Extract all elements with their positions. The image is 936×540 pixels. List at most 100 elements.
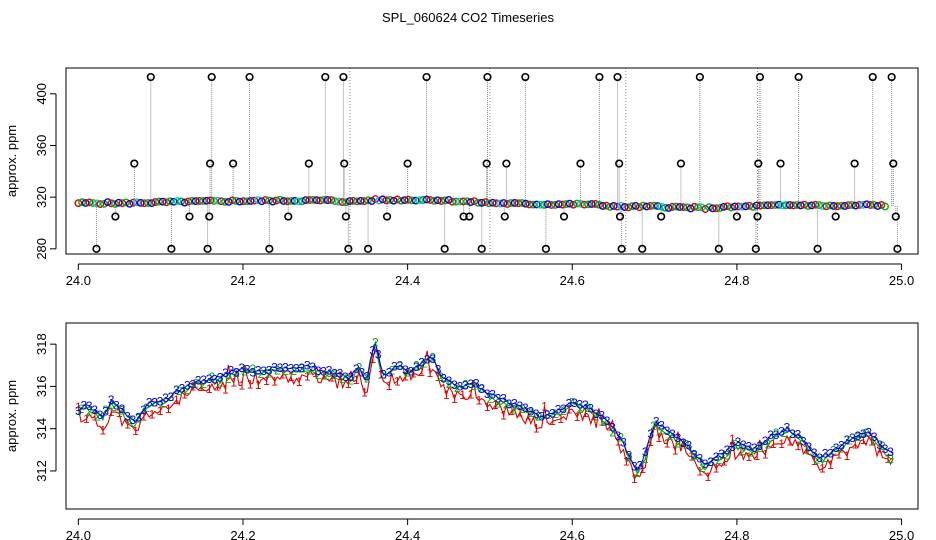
outlier-point	[364, 244, 373, 253]
series-2-marker: 2	[299, 362, 306, 376]
series-3-marker: 3	[805, 440, 812, 454]
outlier-point	[887, 72, 896, 82]
series-3-marker: 3	[184, 379, 191, 393]
series-2-marker: 2	[585, 401, 592, 415]
series-3-marker: 3	[560, 402, 567, 416]
series-1-marker: 1	[778, 437, 785, 451]
series-3-marker: 3	[440, 371, 447, 385]
series-1-marker: 1	[623, 454, 630, 468]
outlier-point	[868, 72, 877, 82]
top-x-tick-label: 25.0	[889, 273, 914, 288]
series-3-marker: 3	[380, 367, 387, 381]
baseline-point	[859, 200, 867, 209]
series-3-marker: 3	[424, 352, 431, 366]
series-2-marker: 2	[102, 403, 109, 417]
series-3-marker: 3	[369, 343, 376, 357]
series-1-marker: 1	[819, 462, 826, 476]
baseline-point	[870, 201, 878, 209]
series-3-marker: 3	[282, 361, 289, 375]
series-3-marker: 3	[549, 407, 556, 421]
series-3-marker: 3	[653, 415, 660, 429]
outlier-point	[459, 212, 468, 221]
baseline-point	[716, 204, 724, 212]
series-2-marker: 2	[863, 426, 870, 440]
outlier-point	[794, 72, 803, 82]
series-2-marker: 2	[855, 430, 862, 444]
series-2-marker: 2	[339, 372, 346, 386]
baseline-point	[74, 199, 83, 208]
series-2-marker: 2	[740, 444, 747, 458]
baseline-point	[529, 200, 537, 209]
series-1-marker: 1	[541, 400, 548, 414]
baseline-point	[111, 200, 119, 208]
series-3-marker: 3	[544, 408, 551, 422]
series-3-marker: 3	[408, 364, 415, 378]
baseline-point	[587, 200, 596, 208]
baseline-point	[173, 197, 182, 205]
series-1-marker: 1	[713, 461, 720, 475]
baseline-point	[430, 196, 438, 205]
series-2-marker: 2	[274, 363, 281, 377]
baseline-point	[441, 196, 449, 205]
series-1-marker: 1	[230, 376, 237, 390]
baseline-point	[595, 200, 603, 209]
series-2-marker: 2	[666, 429, 673, 443]
baseline-point	[815, 201, 823, 210]
baseline-point	[694, 203, 702, 212]
baseline-point	[463, 197, 471, 206]
series-3-marker: 3	[168, 390, 175, 404]
series-2-marker: 2	[495, 396, 502, 410]
series-3-marker: 3	[97, 408, 104, 422]
series-2-marker: 2	[846, 434, 853, 448]
baseline-point	[437, 197, 446, 205]
series-2-marker: 2	[822, 451, 829, 465]
series-3-marker: 3	[702, 457, 709, 471]
series-2-marker: 2	[470, 379, 477, 393]
series-1-marker: 1	[337, 369, 344, 383]
series-1-marker: 1	[688, 449, 695, 463]
top-y-tick-label: 280	[34, 238, 49, 260]
series-2-marker: 2	[290, 364, 297, 378]
series-3-marker: 3	[615, 429, 622, 443]
baseline-point	[730, 202, 739, 211]
series-3-marker: 3	[124, 410, 131, 424]
series-3-marker: 3	[811, 446, 818, 460]
series-2-marker: 2	[348, 374, 355, 388]
series-3-marker: 3	[478, 382, 485, 396]
baseline-point	[496, 199, 504, 208]
series-1-marker: 1	[443, 388, 450, 402]
baseline-point	[393, 195, 402, 204]
baseline-point	[386, 195, 394, 204]
baseline-point	[305, 196, 314, 204]
baseline-point	[774, 200, 783, 209]
top-x-axis: 24.0 24.2 24.4 24.6 24.8 25.0	[66, 263, 914, 288]
series-3-marker: 3	[386, 366, 393, 380]
baseline-point	[565, 199, 574, 208]
series-2-marker: 2	[217, 376, 224, 390]
series-3-marker: 3	[871, 430, 878, 444]
bottom-y-axis: 312 314 316 318	[34, 333, 57, 482]
baseline-point	[419, 196, 427, 204]
baseline-point	[202, 196, 211, 205]
outlier-point	[732, 212, 741, 221]
series-1-marker: 1	[427, 366, 434, 380]
baseline-point	[851, 201, 860, 210]
outlier-point	[167, 244, 176, 253]
baseline-point	[301, 196, 310, 205]
baseline-point	[294, 197, 303, 206]
outlier-point	[850, 159, 859, 168]
series-3-marker: 3	[887, 445, 894, 459]
chart-title: SPL_060624 CO2 Timeseries	[382, 10, 554, 25]
series-2-marker: 2	[282, 364, 289, 378]
baseline-point	[503, 200, 512, 208]
series-3-marker: 3	[795, 428, 802, 442]
series-3-marker: 3	[102, 405, 109, 419]
baseline-point	[118, 199, 127, 208]
series-1-marker: 1	[500, 408, 507, 422]
baseline-point	[796, 201, 805, 210]
series-2-marker: 2	[617, 431, 624, 445]
baseline-point	[426, 196, 435, 204]
series-3-marker: 3	[495, 391, 502, 405]
outlier-point	[205, 159, 215, 168]
series-3-marker: 3	[773, 428, 780, 442]
